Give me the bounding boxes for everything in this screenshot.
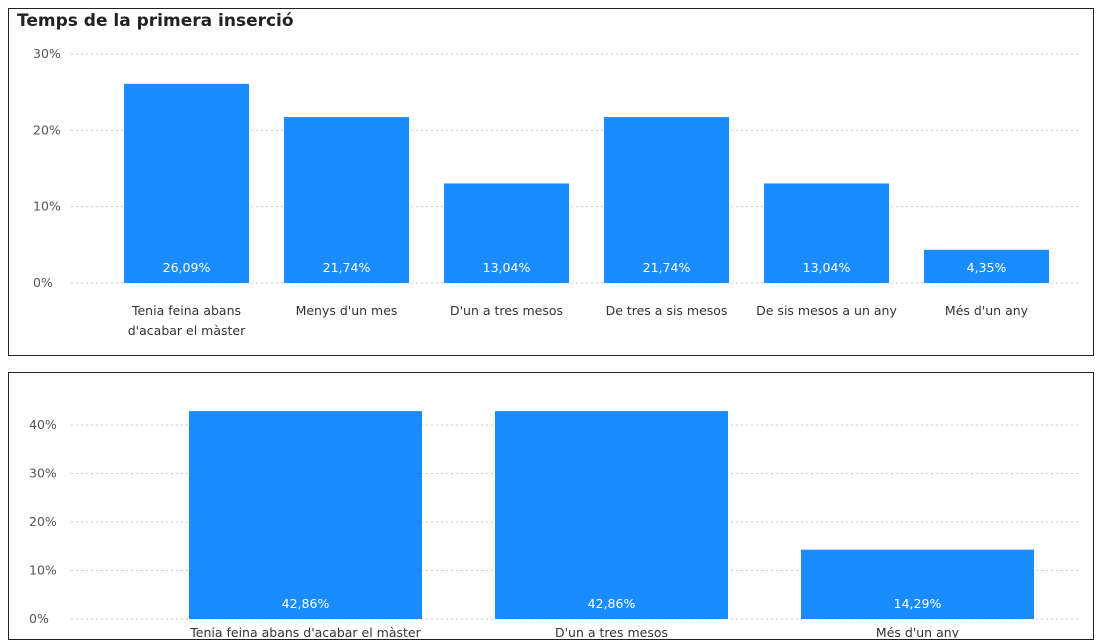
data-label: 42,86% [282,596,330,611]
category-label: De tres a sis mesos [606,303,728,318]
category-label: d'acabar el màster [128,323,246,338]
y-tick-label: 30% [33,46,61,61]
data-label: 13,04% [803,260,851,275]
category-label: Menys d'un mes [296,303,398,318]
bar [284,117,409,283]
y-tick-label: 30% [29,466,57,481]
category-label: Més d'un any [945,303,1029,318]
category-label: De sis mesos a un any [756,303,897,318]
data-label: 21,74% [643,260,691,275]
data-label: 14,29% [894,596,942,611]
category-label: Tenia feina abans d'acabar el màster [189,625,421,638]
bar [495,411,728,619]
data-label: 21,74% [323,260,371,275]
category-label: Més d'un any [876,625,960,638]
bar [764,183,889,283]
category-label: D'un a tres mesos [555,625,668,638]
bar [604,117,729,283]
y-tick-label: 20% [29,514,57,529]
data-label: 13,04% [483,260,531,275]
bar [124,83,249,283]
bar-chart-bottom: 0% 10% 20% 30% 40% 42,86% Tenia feina abans d'… [29,411,1081,638]
bar [444,183,569,283]
bar [801,549,1034,619]
y-tick-label: 10% [33,199,61,214]
data-label: 26,09% [163,260,211,275]
bar [189,411,422,619]
data-label: 4,35% [967,260,1007,275]
y-tick-label: 40% [29,417,57,432]
y-tick-label: 10% [29,563,57,578]
category-label: D'un a tres mesos [450,303,563,318]
bar-chart-top: 0% 10% 20% 30% 26,09% Tenia feina abans d'acab… [33,46,1081,338]
y-tick-label: 20% [33,122,61,137]
bar [924,249,1049,283]
chart-panel-bottom: 0% 10% 20% 30% 40% 42,86% Tenia feina abans d'… [8,372,1094,640]
data-label: 42,86% [588,596,636,611]
y-tick-label: 0% [33,275,53,290]
chart-panel-top: Temps de la primera inserció 0% 10% 20% 30%… [8,8,1094,356]
category-label: Tenia feina abans [131,303,241,318]
chart-title: Temps de la primera inserció [17,11,294,31]
y-tick-label: 0% [29,611,49,626]
